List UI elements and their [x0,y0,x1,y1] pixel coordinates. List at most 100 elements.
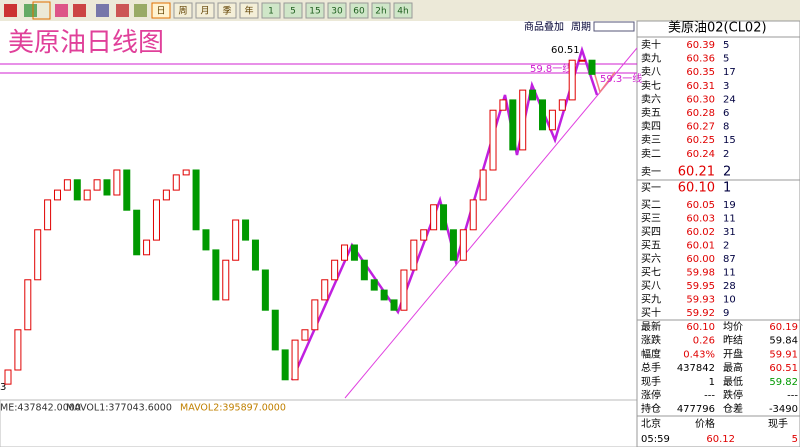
toolbar-icons [4,1,147,20]
book-volume: 2 [723,241,729,252]
period-button[interactable] [217,2,237,19]
period-label[interactable]: 2h [375,7,386,17]
stat-label: 总手 [641,361,661,374]
trend-line [344,47,638,399]
period-label[interactable]: 月 [200,6,209,17]
period-label[interactable]: 5 [290,7,296,17]
book-price: 60.28 [686,108,715,119]
period-button[interactable] [151,2,171,19]
book-volume: 11 [723,214,736,225]
period-label[interactable]: 1 [268,7,274,17]
stat-value: 60.51 [769,363,798,374]
period-button[interactable] [283,2,303,19]
book-volume: 5 [723,54,729,65]
candle [123,169,131,211]
contract-name: 美原油02(CL02) [668,21,767,36]
icon[interactable] [134,4,147,17]
book-label: 买二 [641,199,661,211]
period-button[interactable] [393,2,413,19]
period-label[interactable]: 15 [309,7,320,17]
icon[interactable] [24,4,37,17]
chart-title: 美原油日线图 [8,28,164,58]
book-price: 60.35 [686,67,715,78]
candle [390,299,398,311]
book-label: 买四 [641,226,661,238]
candle [548,109,556,131]
period-button[interactable] [349,2,369,19]
candle [420,229,428,241]
period-label[interactable]: 30 [331,7,343,17]
stat-label: 昨结 [723,334,743,347]
candle [519,89,527,151]
book-volume: 10 [723,295,736,306]
book-price: 60.31 [686,81,715,92]
period-button[interactable] [327,2,347,19]
book-label: 卖七 [641,80,661,92]
period-button[interactable] [195,2,215,19]
period-label[interactable]: 日 [156,6,165,17]
icon[interactable] [55,4,68,17]
period-button[interactable] [371,2,391,19]
candle [281,349,289,381]
stat-label: 幅度 [641,347,661,360]
period-button[interactable]: 周期 [571,21,591,33]
book-volume: 3 [723,81,729,92]
book-volume: 5 [723,40,729,51]
candle [350,244,358,261]
period-label[interactable]: 60 [353,7,365,17]
book-label: 卖五 [641,107,661,119]
period-button[interactable] [173,2,193,19]
period-button[interactable] [261,2,281,19]
stat-label: 跌停 [723,389,743,402]
period-label[interactable]: 4h [397,7,408,17]
period-button[interactable] [305,2,325,19]
candle [192,169,200,231]
icon[interactable] [4,4,17,17]
candle [360,259,368,281]
book-volume: 87 [723,254,736,265]
period-label[interactable]: 季 [222,5,231,17]
stat-label: 最新 [641,320,661,333]
candle [469,199,477,231]
book-label: 买八 [641,280,661,292]
icon[interactable] [32,1,51,20]
stat-value: --- [787,391,798,402]
icon[interactable] [96,4,109,17]
icon[interactable] [116,4,129,17]
candle [271,309,279,351]
quote-panel [636,20,800,447]
stat-value: 437842 [677,363,715,374]
candle [568,59,576,101]
candle [588,59,596,75]
candle [558,99,566,111]
candle [103,179,111,196]
book-label: 卖二 [641,148,661,160]
book-volume: 11 [723,268,736,279]
period-label[interactable]: 年 [244,5,253,17]
high-label: 60.51 [551,45,580,56]
candle [73,179,81,201]
icon[interactable] [73,4,86,17]
overlay-button[interactable]: 商品叠加 [524,20,564,33]
stat-value: 59.84 [769,336,798,347]
stat-label: 最高 [723,361,743,374]
book-volume: 31 [723,227,736,238]
book-label: 买一 [641,182,661,194]
period-button[interactable] [239,2,259,19]
period-label[interactable]: 周 [178,6,187,17]
book-volume: 1 [723,181,731,196]
book-volume: 17 [723,67,736,78]
candle [232,219,240,261]
candle [251,239,259,271]
candle [321,279,329,301]
stat-label: 开盘 [723,347,743,360]
book-price: 60.00 [686,254,715,265]
candle [44,199,52,231]
window-buttons[interactable] [593,21,635,32]
stat-label: 最低 [723,375,743,388]
book-label: 卖九 [641,53,661,65]
book-label: 卖四 [641,121,661,133]
stat-value: 0.26 [693,336,715,347]
book-volume: 19 [723,200,736,211]
